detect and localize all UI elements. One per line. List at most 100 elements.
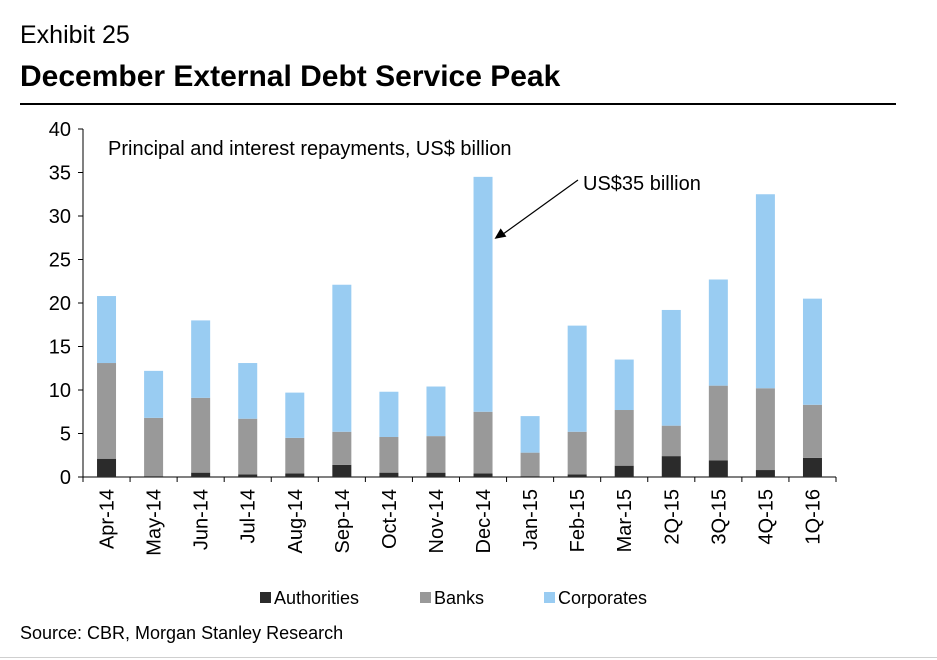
bar-segment-authorities bbox=[97, 458, 117, 477]
bar-segment-corporates bbox=[332, 284, 352, 432]
bar-segment-corporates bbox=[144, 370, 164, 418]
bar-segment-banks bbox=[755, 388, 775, 471]
annotation-label: US$35 billion bbox=[583, 173, 701, 195]
bar-segment-banks bbox=[332, 431, 352, 465]
bar-stack bbox=[332, 284, 352, 477]
legend-item-corporates: Corporates bbox=[544, 588, 647, 608]
bar-segment-authorities bbox=[285, 473, 305, 477]
bar-segment-authorities bbox=[520, 476, 540, 477]
y-tick-label: 15 bbox=[49, 337, 71, 359]
bar-segment-banks bbox=[238, 418, 258, 475]
bar-segment-authorities bbox=[661, 456, 681, 477]
x-tick-label: Jan-15 bbox=[520, 489, 542, 550]
bar-segment-authorities bbox=[614, 465, 634, 477]
bar-stack bbox=[97, 296, 117, 477]
bar-stack bbox=[802, 298, 822, 477]
y-tick-label: 30 bbox=[49, 206, 71, 228]
bar-segment-corporates bbox=[567, 325, 587, 432]
bar-stack bbox=[379, 391, 399, 477]
bar-stack bbox=[661, 309, 681, 477]
x-tick-label: Sep-14 bbox=[332, 489, 354, 554]
page-title: December External Debt Service Peak bbox=[20, 60, 561, 93]
bar-stack bbox=[614, 359, 634, 477]
bar-segment-corporates bbox=[661, 309, 681, 426]
x-tick-label: 2Q-15 bbox=[661, 489, 683, 545]
bar-segment-corporates bbox=[97, 296, 117, 364]
bar-segment-authorities bbox=[567, 474, 587, 477]
legend-label: Corporates bbox=[558, 588, 647, 608]
bar-segment-banks bbox=[97, 363, 117, 459]
bar-segment-corporates bbox=[614, 359, 634, 411]
legend-item-authorities: Authorities bbox=[260, 588, 359, 608]
y-tick-label: 10 bbox=[49, 380, 71, 402]
bar-segment-banks bbox=[802, 404, 822, 458]
x-tick-label: 1Q-16 bbox=[802, 489, 824, 545]
x-tick-label: Aug-14 bbox=[285, 489, 307, 554]
x-tick-label: Oct-14 bbox=[379, 489, 401, 549]
bar-stack bbox=[755, 194, 775, 477]
bar-segment-authorities bbox=[802, 457, 822, 477]
bar-stack bbox=[285, 392, 305, 477]
x-tick-label: Dec-14 bbox=[473, 489, 495, 553]
x-tick-label: Nov-14 bbox=[426, 489, 448, 553]
bar-segment-banks bbox=[285, 437, 305, 474]
x-tick-label: 3Q-15 bbox=[708, 489, 730, 545]
x-tick-label: May-14 bbox=[144, 489, 166, 556]
x-tick-label: Feb-15 bbox=[567, 489, 589, 552]
bar-segment-corporates bbox=[473, 176, 493, 412]
bar-stack bbox=[144, 370, 164, 477]
bar-segment-corporates bbox=[238, 363, 258, 419]
legend-label: Banks bbox=[434, 588, 484, 608]
bar-segment-corporates bbox=[285, 392, 305, 438]
y-tick-label: 5 bbox=[60, 424, 71, 446]
bar-segment-banks bbox=[191, 397, 211, 473]
y-tick-label: 40 bbox=[49, 119, 71, 141]
bar-segment-authorities bbox=[191, 472, 211, 477]
bar-segment-authorities bbox=[426, 472, 446, 477]
bar-stack bbox=[426, 386, 446, 477]
legend-label: Authorities bbox=[274, 588, 359, 608]
stacked-bar-chart: 0 5 10 15 20 25 30 35 40 Apr-14 May-14 Jun-14 Jul-14… bbox=[49, 119, 837, 608]
bar-segment-banks bbox=[473, 411, 493, 474]
x-tick-label: Jul-14 bbox=[238, 489, 260, 543]
bar-stack bbox=[708, 279, 728, 477]
bottom-divider bbox=[0, 657, 937, 658]
bar-segment-corporates bbox=[802, 298, 822, 405]
chart-legend: Authorities Banks Corporates bbox=[260, 588, 647, 608]
bar-segment-corporates bbox=[520, 416, 540, 453]
legend-swatch bbox=[420, 592, 431, 603]
legend-swatch bbox=[544, 592, 555, 603]
bar-segment-corporates bbox=[426, 386, 446, 437]
x-tick-label: Mar-15 bbox=[614, 489, 636, 552]
bar-stack bbox=[520, 416, 540, 477]
bar-segment-authorities bbox=[755, 470, 775, 477]
annotation-arrowhead bbox=[494, 228, 507, 239]
bar-segment-authorities bbox=[144, 476, 164, 477]
annotation-arrow-line bbox=[500, 179, 579, 237]
bar-segment-authorities bbox=[379, 472, 399, 477]
bar-segment-banks bbox=[661, 425, 681, 457]
x-tick-label: 4Q-15 bbox=[755, 489, 777, 545]
chart-tick-labels: 0 5 10 15 20 25 30 35 40 Apr-14 May-14 Jun-14 Jul-14… bbox=[49, 119, 825, 556]
chart-subtitle: Principal and interest repayments, US$ b… bbox=[108, 138, 512, 160]
legend-item-banks: Banks bbox=[420, 588, 484, 608]
bar-segment-banks bbox=[708, 385, 728, 461]
x-tick-label: Apr-14 bbox=[97, 489, 119, 549]
bar-segment-corporates bbox=[191, 320, 211, 398]
x-tick-label: Jun-14 bbox=[191, 489, 213, 550]
exhibit-label: Exhibit 25 bbox=[20, 21, 130, 49]
bar-segment-authorities bbox=[473, 473, 493, 477]
bar-segment-authorities bbox=[332, 464, 352, 477]
bar-segment-authorities bbox=[238, 474, 258, 477]
y-tick-label: 0 bbox=[60, 467, 71, 489]
bar-stack bbox=[191, 320, 211, 477]
bar-segment-corporates bbox=[379, 391, 399, 437]
title-divider bbox=[20, 103, 896, 105]
bar-stack bbox=[473, 176, 493, 477]
bar-stack bbox=[567, 325, 587, 477]
chart-annotation: US$35 billion bbox=[494, 173, 701, 239]
chart-bars bbox=[97, 176, 822, 477]
y-tick-label: 35 bbox=[49, 163, 71, 185]
bar-stack bbox=[238, 363, 258, 477]
bar-segment-banks bbox=[567, 431, 587, 475]
